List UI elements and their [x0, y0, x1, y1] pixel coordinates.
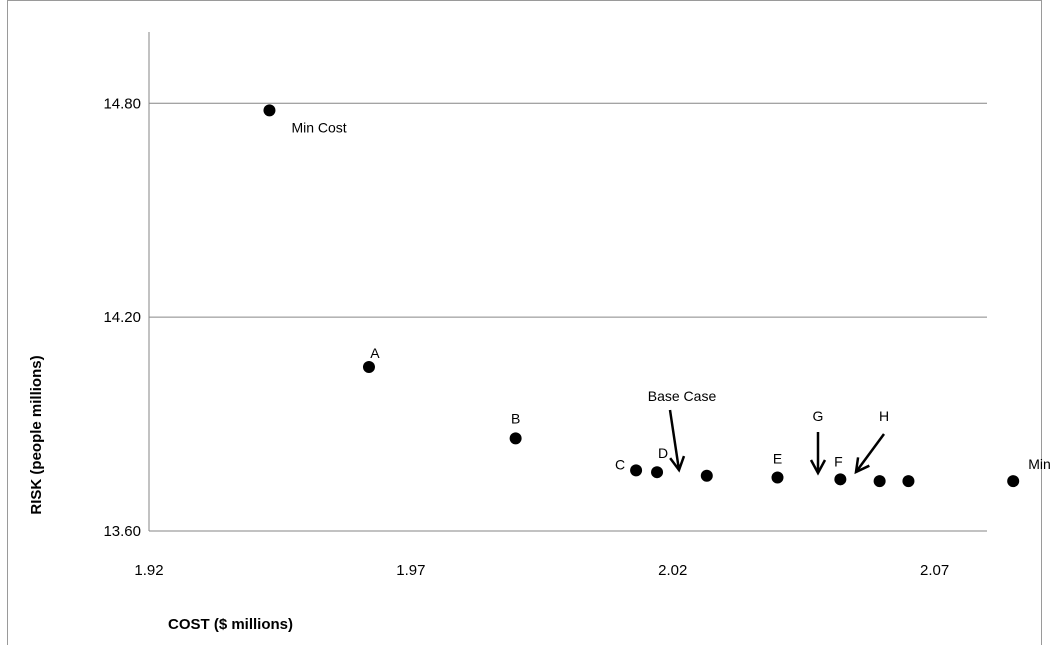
data-point	[873, 475, 886, 488]
x-tick-label: 2.07	[920, 562, 949, 579]
annotation-arrow-shaft	[854, 433, 886, 473]
point-label: E	[773, 451, 782, 467]
x-tick-labels: 1.92 1.97 2.02 2.07	[134, 562, 949, 579]
data-point	[651, 466, 664, 479]
point-label: Min Cost	[291, 119, 346, 135]
data-points	[263, 104, 1020, 488]
point-label: D	[658, 445, 668, 461]
point-label: F	[834, 453, 843, 469]
point-label: A	[370, 345, 380, 361]
annotation-arrow-head	[669, 455, 686, 473]
data-point	[1007, 475, 1020, 488]
annotation-arrow-shaft	[668, 409, 681, 471]
x-tick-label: 1.92	[134, 562, 163, 579]
y-axis-title: RISK (people millions)	[28, 355, 45, 514]
y-tick-label: 14.80	[103, 95, 141, 112]
data-point	[834, 473, 847, 486]
point-label: C	[615, 456, 625, 472]
point-labels: Min Cost A B C D Base Case E F G H Min Risk	[291, 119, 1051, 472]
annotation-arrows	[668, 409, 886, 476]
point-label: B	[511, 410, 520, 426]
data-point	[700, 469, 713, 482]
gridlines	[149, 102, 987, 318]
annotation-arrow-head	[809, 459, 827, 476]
point-label: Min Risk	[1028, 456, 1051, 472]
data-point	[362, 361, 375, 374]
y-tick-label: 13.60	[103, 523, 141, 540]
point-label: H	[879, 408, 889, 424]
data-point	[771, 471, 784, 484]
y-tick-labels: 13.60 14.20 14.80	[103, 95, 141, 540]
data-point	[509, 432, 522, 445]
point-label: G	[813, 408, 824, 424]
x-axis-title: COST ($ millions)	[168, 616, 293, 633]
x-tick-label: 1.97	[396, 562, 425, 579]
y-tick-label: 14.20	[103, 309, 141, 326]
point-label: Base Case	[648, 388, 717, 404]
x-tick-label: 2.02	[658, 562, 687, 579]
data-point	[263, 104, 276, 117]
annotation-arrow-head	[854, 457, 870, 475]
chart-border	[7, 0, 1042, 646]
data-point	[630, 464, 643, 477]
data-point	[902, 475, 915, 488]
